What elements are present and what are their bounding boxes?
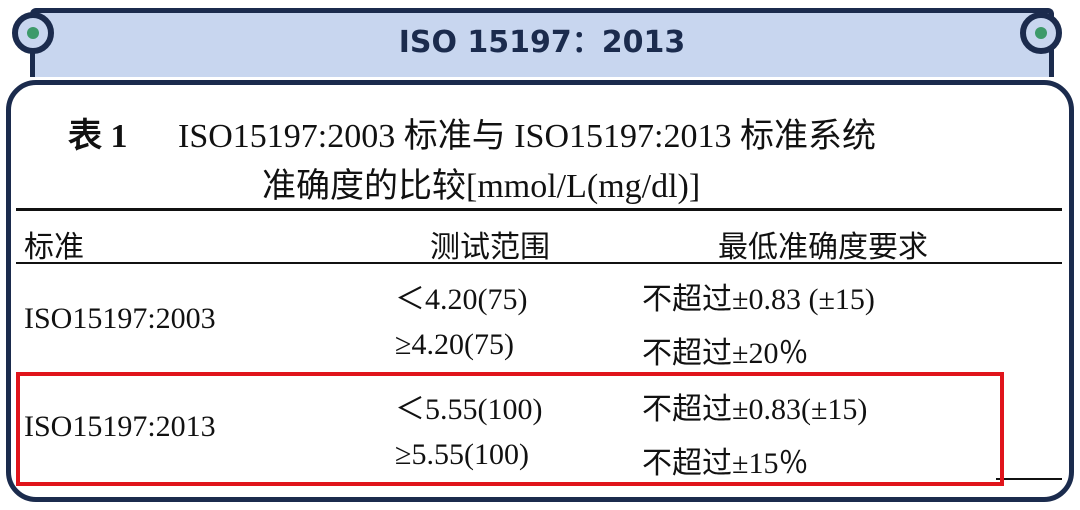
banner — [30, 8, 1054, 77]
highlight-box — [16, 372, 1004, 486]
standard-cell: ISO15197:2003 — [24, 302, 216, 335]
rule — [16, 262, 1062, 264]
range-cell: ≥4.20(75) — [395, 328, 514, 361]
caption-line: 准确度的比较[mmol/L(mg/dl)] — [262, 168, 701, 205]
requirement-cell: 不超过±0.83 (±15) — [642, 283, 875, 316]
rule — [16, 208, 1062, 211]
ring-icon — [1020, 12, 1062, 54]
requirement-cell: 不超过±20％ — [642, 337, 809, 370]
requirement-cell: 不超过±15％ — [642, 447, 809, 480]
caption-line: ISO15197:2003 标准与 ISO15197:2013 标准系统 — [178, 118, 876, 155]
column-header: 测试范围 — [430, 231, 550, 264]
banner-title: ISO 15197：2013 — [398, 25, 686, 60]
range-cell: ＜5.55(100) — [395, 393, 543, 426]
caption-label: 表 1 — [68, 118, 128, 155]
column-header: 最低准确度要求 — [718, 231, 928, 264]
requirement-cell: 不超过±0.83(±15) — [642, 393, 868, 426]
ring-icon — [12, 12, 54, 54]
column-header: 标准 — [24, 231, 84, 264]
rule — [996, 478, 1062, 480]
standard-cell: ISO15197:2013 — [24, 410, 216, 443]
content-frame — [6, 80, 1074, 502]
range-cell: ＜4.20(75) — [395, 283, 528, 316]
range-cell: ≥5.55(100) — [395, 438, 529, 471]
